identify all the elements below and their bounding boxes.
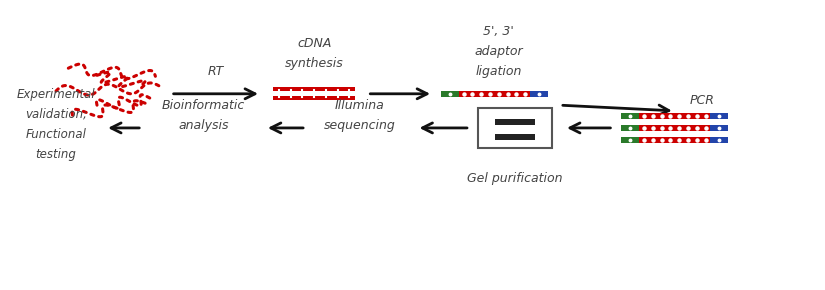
Bar xyxy=(621,113,639,119)
Bar xyxy=(710,113,728,119)
Bar xyxy=(273,96,355,100)
Bar xyxy=(639,125,710,130)
Text: Functional: Functional xyxy=(26,128,87,141)
Text: Illumina: Illumina xyxy=(334,99,384,112)
Bar xyxy=(495,134,535,140)
Text: validation;: validation; xyxy=(25,108,87,121)
Text: Bioinformatic: Bioinformatic xyxy=(162,99,245,112)
Text: Gel purification: Gel purification xyxy=(467,172,563,185)
Text: analysis: analysis xyxy=(178,119,229,132)
Text: ligation: ligation xyxy=(475,65,521,78)
Bar xyxy=(478,108,552,148)
Bar xyxy=(495,119,535,125)
Text: PCR: PCR xyxy=(690,95,714,107)
Bar xyxy=(441,91,460,97)
Bar xyxy=(639,137,710,143)
Text: RT: RT xyxy=(208,65,224,78)
Text: 5', 3': 5', 3' xyxy=(483,25,514,38)
Bar xyxy=(621,125,639,130)
Bar xyxy=(273,87,355,91)
Text: synthesis: synthesis xyxy=(285,57,343,70)
Text: adaptor: adaptor xyxy=(474,45,523,58)
Bar xyxy=(621,137,639,143)
Text: cDNA: cDNA xyxy=(297,37,332,50)
Bar xyxy=(710,137,728,143)
Bar xyxy=(639,113,710,119)
Bar xyxy=(460,91,530,97)
Bar xyxy=(530,91,548,97)
Bar xyxy=(710,125,728,130)
Text: Experimental: Experimental xyxy=(16,88,96,101)
Text: sequencing: sequencing xyxy=(323,119,395,132)
Text: testing: testing xyxy=(35,148,77,161)
